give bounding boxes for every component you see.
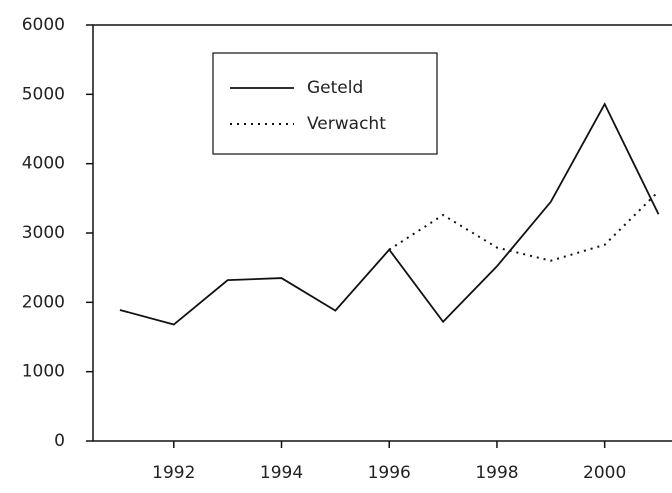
y-tick-label: 5000 xyxy=(22,84,65,104)
y-tick-label: 1000 xyxy=(22,362,65,382)
series-line xyxy=(388,190,660,262)
y-tick-label: 0 xyxy=(54,431,65,451)
y-tick-label: 4000 xyxy=(22,154,65,174)
y-tick-label: 6000 xyxy=(22,15,65,35)
x-tick-label: 1998 xyxy=(475,463,518,483)
y-tick-label: 2000 xyxy=(22,292,65,312)
legend-box xyxy=(212,52,438,155)
legend: Geteld Verwacht xyxy=(212,52,438,155)
x-tick-label: 1992 xyxy=(152,463,195,483)
legend-label: Verwacht xyxy=(307,114,386,134)
y-tick-label: 3000 xyxy=(22,223,65,243)
x-tick-label: 1996 xyxy=(368,463,411,483)
x-tick-label: 1994 xyxy=(260,463,303,483)
x-tick-label: 2000 xyxy=(583,463,626,483)
legend-label: Geteld xyxy=(307,78,363,98)
